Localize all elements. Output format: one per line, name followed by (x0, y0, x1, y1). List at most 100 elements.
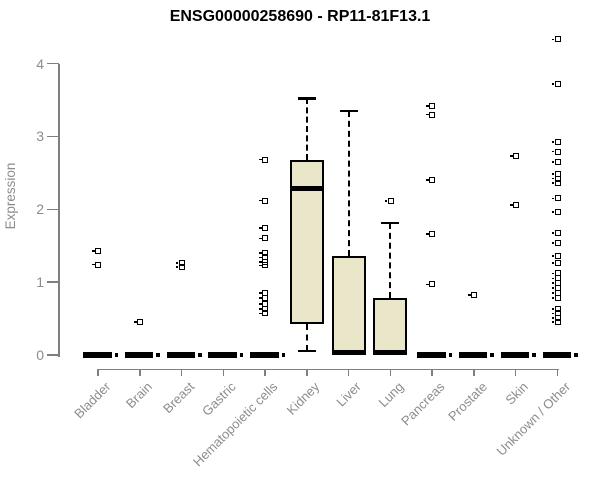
upper-whisker-cap (381, 221, 400, 225)
x-tick-label: Brain (123, 379, 156, 412)
outlier-dash (551, 161, 555, 163)
outlier-dash (175, 266, 179, 268)
outlier-dash (551, 282, 555, 284)
x-axis-tick (347, 368, 350, 376)
outlier-point (136, 319, 143, 326)
collapsed-box-cap (448, 353, 453, 357)
outlier-point (178, 263, 185, 270)
outlier-point (387, 198, 394, 205)
outlier-dash (509, 155, 513, 157)
outlier-dash (426, 104, 429, 107)
upper-whisker (347, 110, 350, 256)
outlier-point (262, 225, 269, 232)
outlier-dash (259, 303, 262, 305)
collapsed-box-cap (114, 353, 118, 357)
x-axis-tick (222, 368, 225, 376)
outlier-dash (551, 312, 555, 315)
x-axis-line (98, 368, 559, 370)
outlier-dash (551, 292, 555, 294)
x-axis-tick (556, 368, 559, 376)
outlier-point (554, 195, 561, 202)
outlier-point (554, 175, 561, 182)
x-tick-label: Prostate (444, 379, 490, 424)
outlier-dash (426, 113, 429, 116)
y-tick-label: 1 (36, 274, 44, 291)
outlier-dash (426, 233, 429, 235)
outlier-point (554, 275, 561, 282)
collapsed-box-cap (574, 353, 578, 357)
outlier-dash (551, 308, 555, 310)
x-tick-label: Lung (374, 379, 407, 411)
outlier-dash (551, 141, 555, 143)
outlier-dash (259, 292, 262, 294)
outlier-point (262, 249, 269, 256)
outlier-point (262, 310, 269, 317)
collapsed-box (542, 352, 571, 358)
x-axis-tick (306, 368, 308, 376)
collapsed-box (250, 352, 279, 358)
outlier-dash (259, 312, 262, 315)
upper-whisker-cap (339, 109, 358, 112)
outlier-point (262, 156, 269, 163)
collapsed-box-cap (532, 353, 536, 357)
outlier-point (429, 281, 436, 288)
x-tick-label: Unknown / Other (493, 379, 574, 459)
outlier-point (429, 102, 436, 109)
outlier-dash (551, 211, 555, 213)
outlier-point (178, 260, 185, 267)
y-tick-label: 2 (36, 201, 44, 218)
x-axis-tick (514, 368, 517, 376)
outlier-point (554, 319, 561, 326)
x-tick-label: Breast (159, 379, 198, 417)
outlier-dash (551, 287, 555, 289)
outlier-dash (551, 150, 555, 153)
x-axis-tick (389, 368, 392, 376)
outlier-dash (259, 264, 262, 267)
outlier-dash (133, 321, 137, 323)
outlier-point (471, 292, 478, 299)
outlier-dash (384, 200, 388, 203)
collapsed-box (124, 352, 154, 358)
y-axis-tick (47, 62, 59, 65)
median-line (373, 350, 408, 356)
chart-title: ENSG00000258690 - RP11-81F13.1 (169, 8, 431, 25)
outlier-point (262, 254, 269, 261)
upper-whisker (389, 223, 392, 299)
collapsed-box-cap (198, 353, 202, 357)
collapsed-box (83, 352, 112, 358)
outlier-dash (509, 204, 513, 206)
collapsed-box-cap (156, 353, 160, 357)
outlier-dash (259, 199, 262, 202)
x-tick-label: Liver (333, 379, 365, 410)
outlier-dash (551, 297, 555, 299)
upper-whisker-cap (297, 97, 316, 100)
x-tick-label: Bladder (71, 379, 114, 422)
outlier-point (554, 180, 561, 186)
outlier-dash (426, 283, 429, 286)
outlier-dash (259, 158, 262, 161)
outlier-point (95, 247, 102, 254)
y-tick-label: 3 (36, 128, 44, 145)
outlier-point (554, 252, 561, 259)
outlier-point (554, 314, 561, 321)
outlier-point (262, 262, 269, 269)
x-axis-tick (264, 368, 266, 376)
outlier-point (554, 148, 561, 155)
box (331, 255, 366, 355)
outlier-point (554, 230, 561, 237)
x-tick-label: Kidney (283, 379, 323, 418)
collapsed-box-cap (239, 353, 244, 357)
outlier-point (554, 295, 561, 302)
outlier-point (429, 111, 436, 118)
y-tick-label: 4 (36, 55, 44, 72)
outlier-dash (551, 83, 555, 85)
outlier-dash (259, 308, 262, 310)
outlier-point (554, 260, 561, 267)
outlier-point (554, 209, 561, 216)
y-axis-tick (47, 281, 59, 283)
outlier-point (429, 231, 436, 238)
outlier-dash (259, 252, 262, 254)
outlier-point (262, 295, 269, 302)
outlier-point (262, 306, 269, 313)
